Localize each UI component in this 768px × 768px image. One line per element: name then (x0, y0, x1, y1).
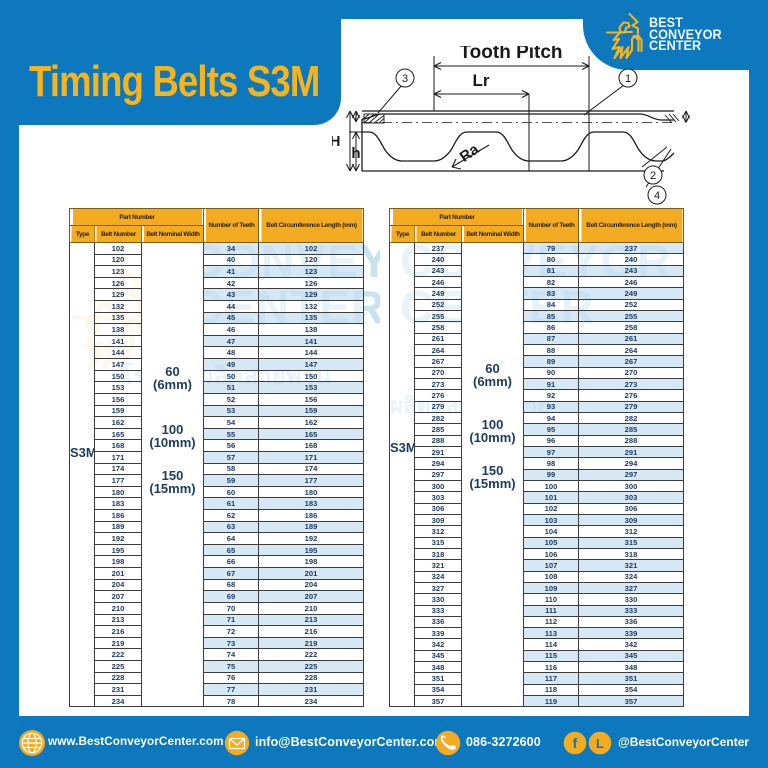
svg-text:h: h (351, 145, 360, 162)
svg-text:Tooth Pitch: Tooth Pitch (459, 46, 562, 63)
svg-text:3: 3 (402, 73, 408, 85)
svg-text:H: H (332, 133, 340, 150)
svg-text:Lr: Lr (473, 71, 490, 90)
svg-text:f: f (573, 735, 578, 751)
svg-text:L: L (596, 736, 604, 751)
svg-text:2: 2 (650, 170, 656, 182)
svg-text:4: 4 (654, 190, 660, 202)
svg-text:1: 1 (625, 73, 631, 85)
